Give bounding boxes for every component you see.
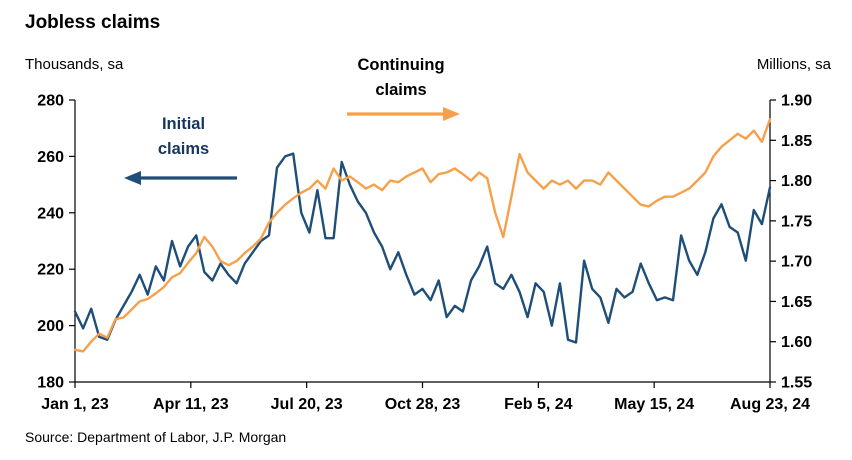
x-axis-tick-label: Jul 20, 23 [271,396,343,413]
y-axis-right-tick-label: 1.60 [781,334,812,351]
y-axis-left-tick-label: 200 [37,318,64,335]
chart-title: Jobless claims [25,12,161,33]
initial-claims-arrow-left-icon [124,171,237,185]
right-axis-units-label: Millions, sa [756,56,831,73]
y-axis-right-tick-label: 1.75 [781,213,812,230]
y-axis-right-tick-label: 1.65 [781,294,812,311]
x-axis-tick-label: Feb 5, 24 [504,396,573,413]
continuing-claims-annotation-line1: Continuing [357,56,445,74]
continuing-claims-line [73,118,772,353]
x-axis-tick-label: Aug 23, 24 [730,396,810,413]
initial-claims-line [73,152,772,344]
source-note: Source: Department of Labor, J.P. Morgan [25,429,287,445]
initial-claims-annotation-line1: Initial [161,115,206,133]
x-axis-tick-label: May 15, 24 [614,396,694,413]
y-axis-left-tick-label: 260 [37,149,64,166]
x-axis-tick-label: Jan 1, 23 [41,396,109,413]
continuing-claims-annotation: Continuing claims [342,53,460,103]
y-axis-right-tick-label: 1.90 [781,93,812,110]
x-axis-tick-label: Oct 28, 23 [385,396,461,413]
x-axis-tick-label: Apr 11, 23 [153,396,229,413]
continuing-claims-arrow-right-icon [347,107,460,121]
y-axis-left-tick-label: 280 [37,93,64,110]
y-axis-right-tick-label: 1.80 [781,173,812,190]
y-axis-right-tick-label: 1.55 [781,375,812,392]
left-axis-units-label: Thousands, sa [25,56,124,73]
initial-claims-annotation: Initial claims [126,112,241,162]
continuing-claims-annotation-line2: claims [375,81,427,99]
y-axis-right-tick-label: 1.85 [781,133,812,150]
y-axis-left-tick-label: 180 [37,375,64,392]
initial-claims-annotation-line2: claims [157,140,210,158]
y-axis-left-tick-label: 220 [37,262,64,279]
y-axis-right-tick-label: 1.70 [781,254,812,271]
y-axis-left-tick-label: 240 [37,205,64,222]
